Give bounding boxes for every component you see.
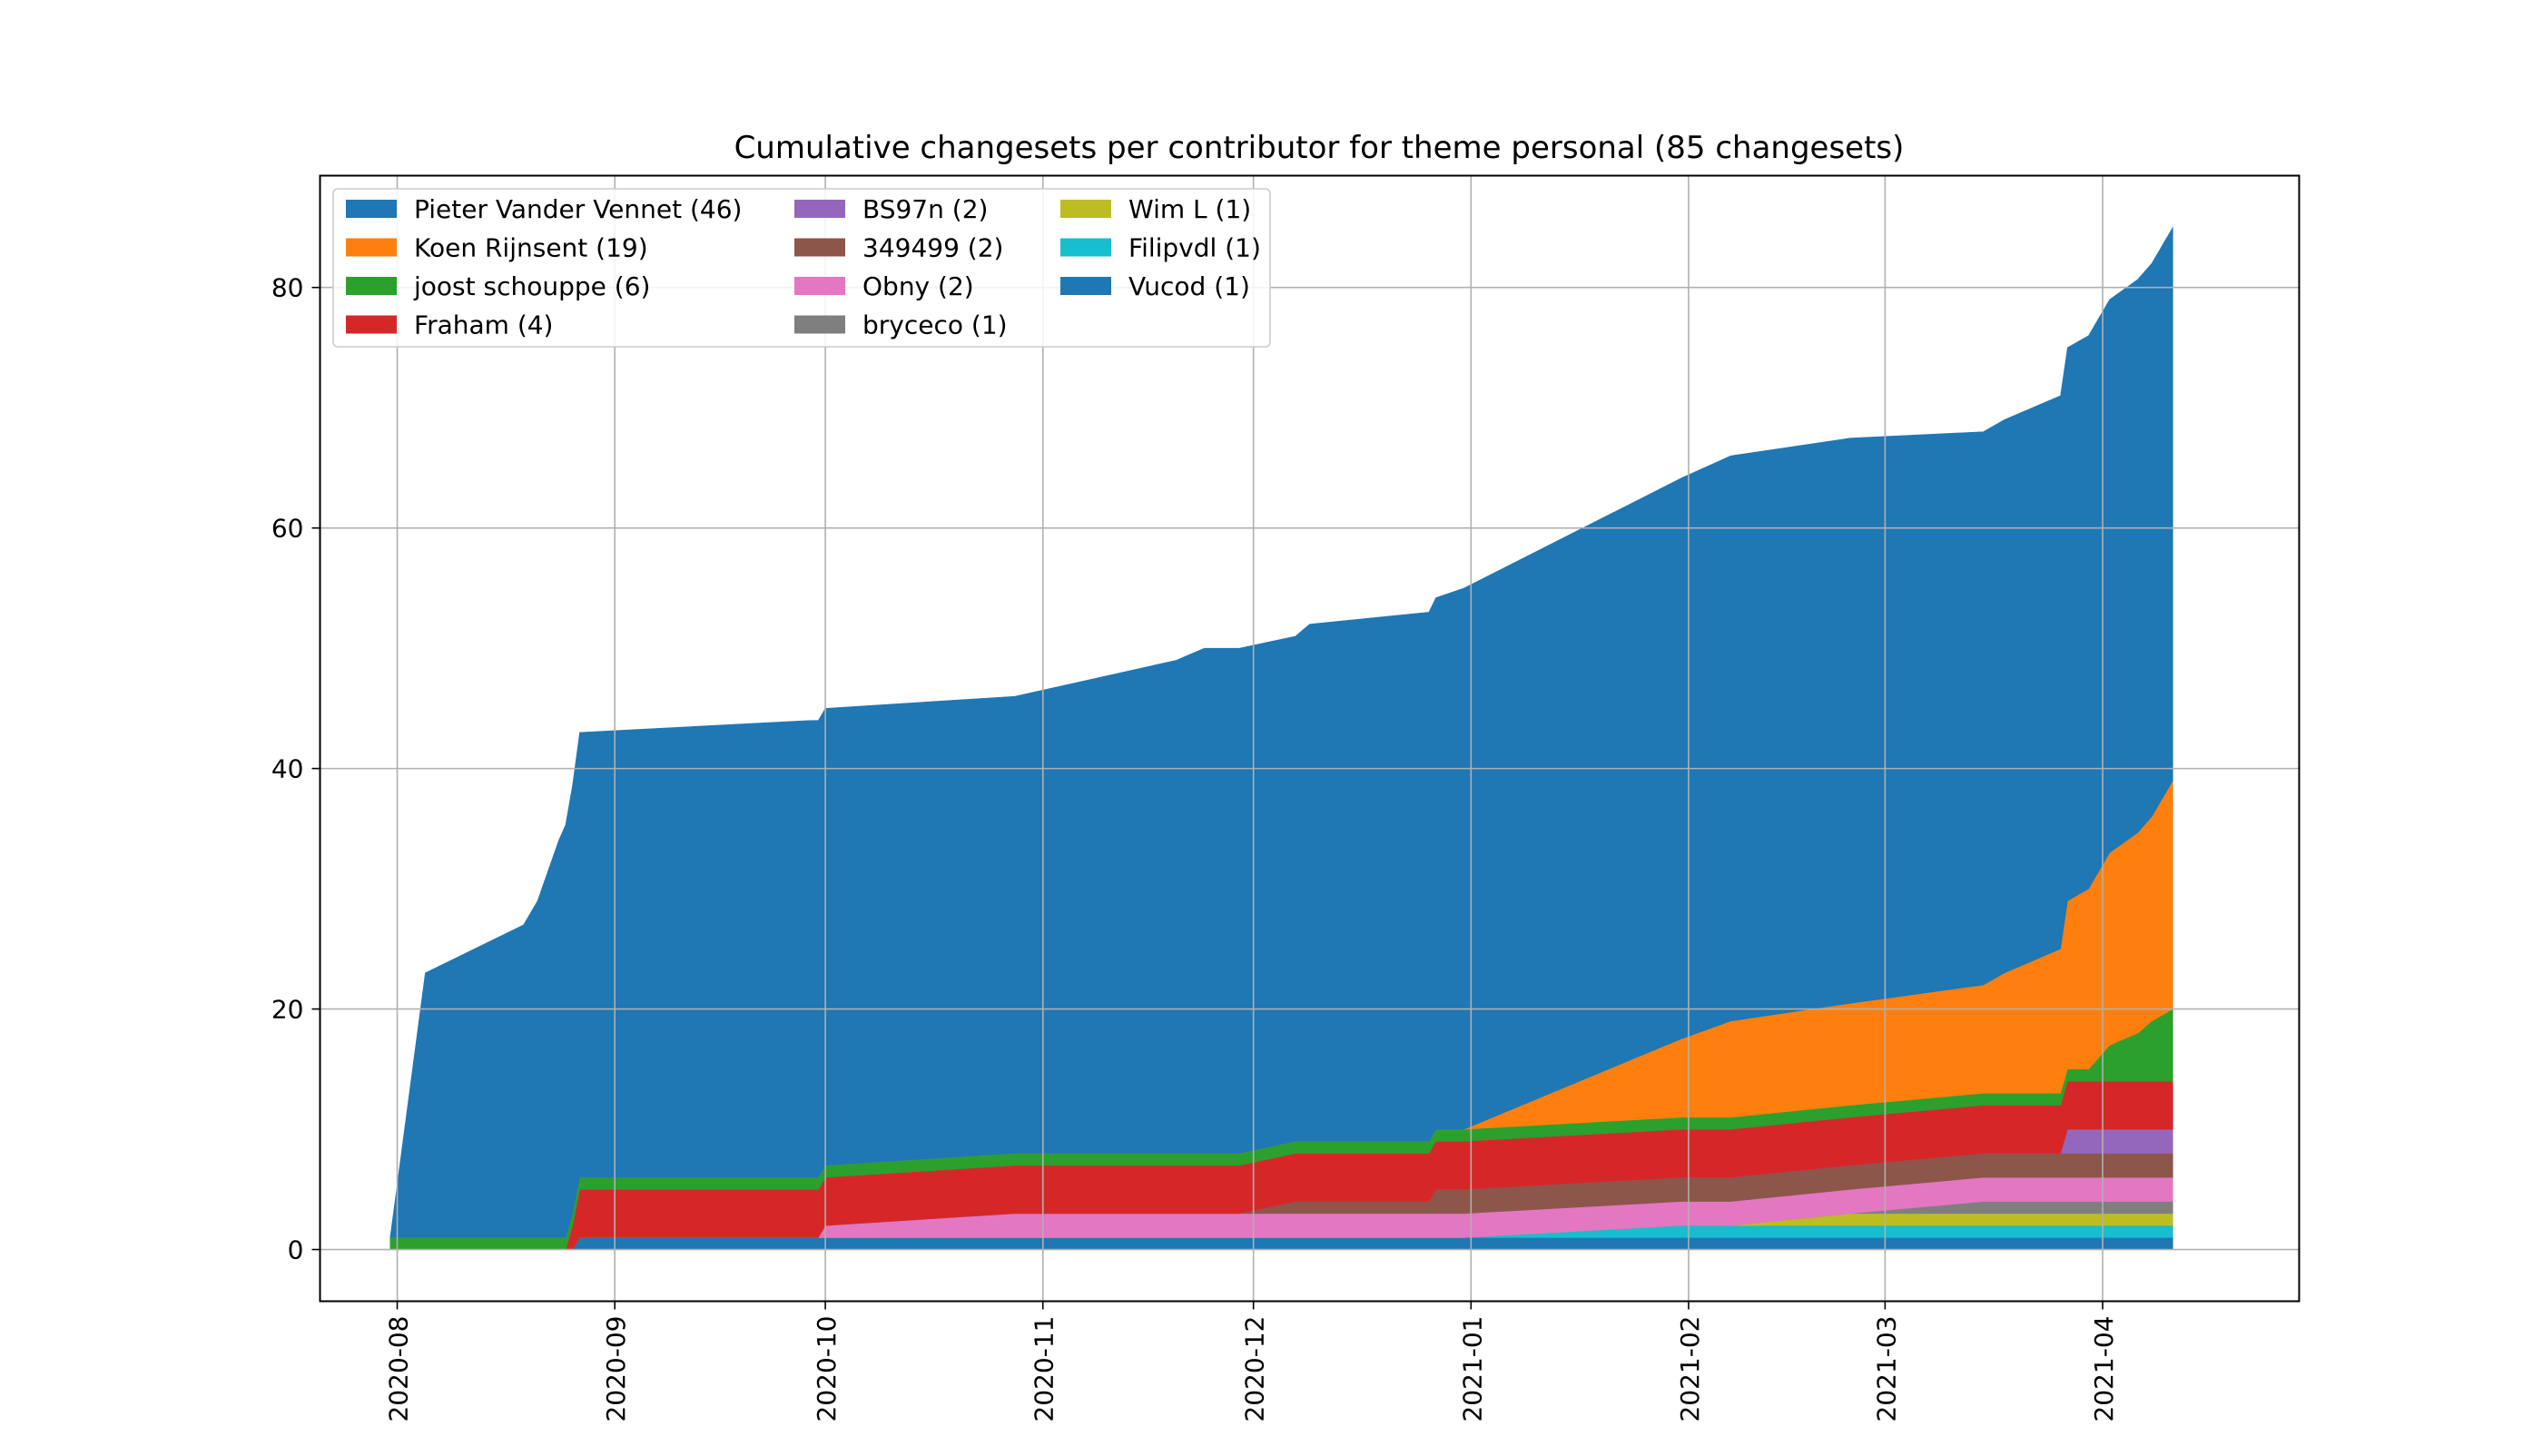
legend-swatch bbox=[794, 238, 845, 257]
legend-swatch bbox=[794, 277, 845, 295]
legend-label: Filipvdl (1) bbox=[1128, 233, 1261, 263]
x-tick-label: 2021-03 bbox=[1871, 1316, 1901, 1422]
legend-swatch bbox=[1060, 238, 1111, 257]
y-tick-label: 0 bbox=[288, 1235, 304, 1265]
area-pieter-vander-vennet bbox=[389, 226, 2173, 1238]
legend-box bbox=[332, 188, 1271, 348]
x-tick-label: 2020-09 bbox=[601, 1316, 631, 1422]
legend-label: Obny (2) bbox=[862, 271, 974, 301]
legend-swatch bbox=[1060, 200, 1111, 218]
x-tick-label: 2020-10 bbox=[812, 1316, 842, 1422]
legend-label: Pieter Vander Vennet (46) bbox=[414, 194, 742, 224]
chart-title: Cumulative changesets per contributor fo… bbox=[734, 130, 1905, 166]
y-tick-label: 40 bbox=[271, 754, 304, 784]
x-tick-label: 2021-04 bbox=[2089, 1316, 2119, 1422]
legend-swatch bbox=[794, 315, 845, 334]
y-axis: 0 20 40 60 80 bbox=[271, 273, 320, 1265]
legend-swatch bbox=[794, 200, 845, 218]
legend-label: Vucod (1) bbox=[1128, 271, 1250, 301]
x-tick-label: 2021-01 bbox=[1457, 1316, 1487, 1422]
plot-frame bbox=[319, 174, 2301, 1303]
x-tick-label: 2020-12 bbox=[1240, 1316, 1270, 1422]
legend: Pieter Vander Vennet (46) Koen Rijnsent (… bbox=[332, 188, 1271, 348]
legend-label: joost schouppe (6) bbox=[413, 271, 650, 301]
x-tick-label: 2020-08 bbox=[384, 1316, 414, 1422]
legend-label: Fraham (4) bbox=[414, 310, 553, 340]
legend-swatch bbox=[346, 238, 397, 257]
x-tick-label: 2021-02 bbox=[1675, 1316, 1705, 1422]
legend-label: 349499 (2) bbox=[862, 233, 1003, 263]
legend-swatch bbox=[346, 277, 397, 295]
y-tick-label: 20 bbox=[271, 995, 304, 1025]
legend-label: Koen Rijnsent (19) bbox=[414, 233, 648, 263]
area-vucod bbox=[389, 1236, 2173, 1250]
legend-swatch bbox=[346, 200, 397, 218]
y-tick-label: 60 bbox=[271, 514, 304, 544]
legend-label: Wim L (1) bbox=[1128, 194, 1251, 224]
legend-swatch bbox=[1060, 277, 1111, 295]
legend-swatch bbox=[346, 315, 397, 334]
legend-label: bryceco (1) bbox=[862, 310, 1008, 340]
grid-lines bbox=[320, 175, 2300, 1302]
y-tick-label: 80 bbox=[271, 273, 304, 303]
x-tick-label: 2020-11 bbox=[1030, 1316, 1059, 1422]
legend-label: BS97n (2) bbox=[862, 194, 988, 224]
x-axis: 2020-08 2020-09 2020-10 2020-11 2020-12 2021-… bbox=[384, 1301, 2119, 1422]
